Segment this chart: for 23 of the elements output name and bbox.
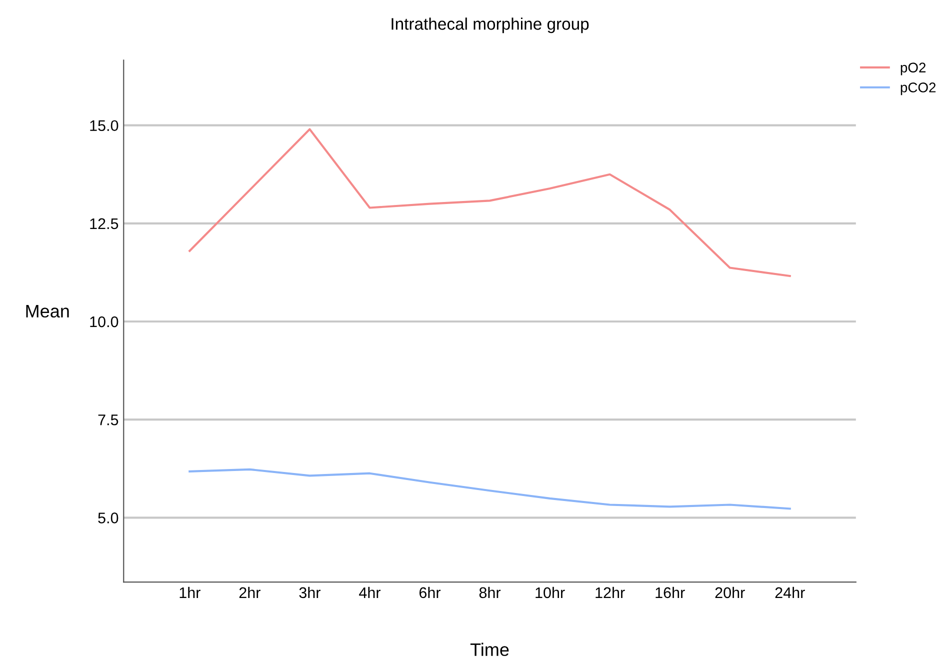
- x-tick-label: 4hr: [359, 586, 381, 598]
- x-tick-label: 3hr: [299, 586, 320, 598]
- chart-title: Intrathecal morphine group: [392, 18, 589, 34]
- x-tick-label: 20hr: [715, 586, 745, 598]
- legend-label: pO2: [900, 62, 926, 76]
- y-tick-label: 10.0: [90, 316, 118, 328]
- x-tick-label: 16hr: [656, 586, 685, 598]
- y-tick-label: 7.5: [98, 414, 118, 426]
- y-tick-label: 12.5: [90, 218, 118, 230]
- legend-label: pCO2: [900, 82, 936, 96]
- x-tick-label: 1hr: [180, 586, 200, 598]
- line-series: [188, 128, 791, 278]
- y-tick-label: 15.0: [90, 120, 118, 132]
- x-axis-title: Time: [470, 642, 509, 656]
- x-tick-label: 24hr: [775, 586, 805, 598]
- x-tick-label: 2hr: [239, 586, 260, 598]
- x-tick-label: 6hr: [419, 586, 441, 598]
- x-tick-label: 10hr: [536, 586, 565, 598]
- y-axis-title: Mean: [26, 304, 69, 318]
- x-tick-label: 12hr: [596, 586, 625, 598]
- line-series: [188, 468, 791, 510]
- x-tick-label: 8hr: [479, 586, 501, 598]
- y-tick-label: 5.0: [98, 512, 118, 524]
